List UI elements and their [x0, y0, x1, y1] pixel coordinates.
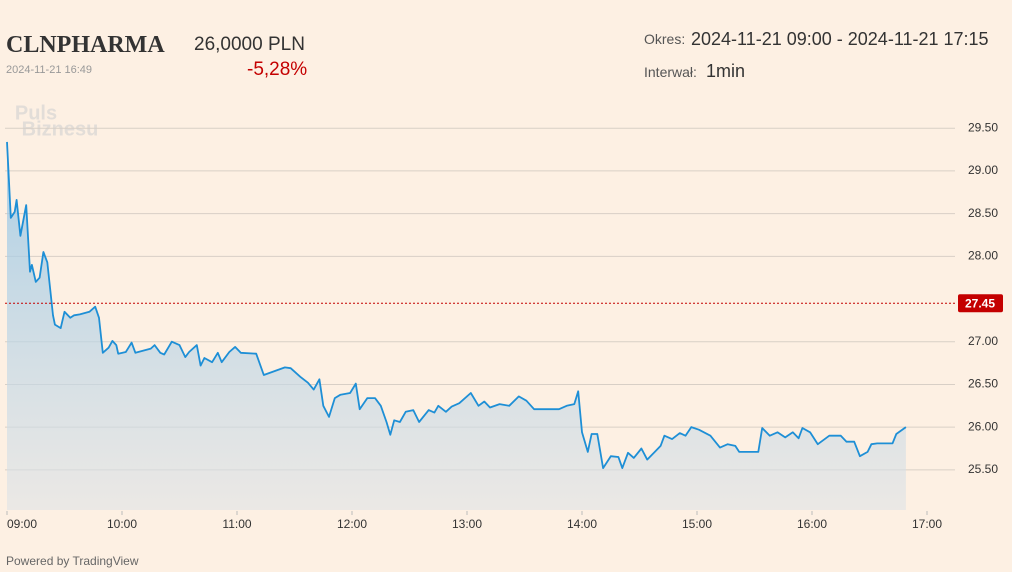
x-tick-label: 16:00 — [797, 517, 827, 531]
ticker: CLNPHARMA — [6, 32, 165, 58]
y-tick-label: 25.50 — [968, 462, 998, 476]
change: -5,28% — [247, 59, 308, 80]
y-tick-label: 26.00 — [968, 419, 998, 433]
x-tick-label: 17:00 — [912, 517, 942, 531]
y-tick-label: 26.50 — [968, 377, 998, 391]
price: 26,0000 PLN — [194, 34, 305, 55]
reference-label-box — [958, 294, 1003, 313]
x-tick-label: 09:00 — [7, 517, 37, 531]
y-tick-label: 29.50 — [968, 120, 998, 134]
price-line — [6, 141, 907, 469]
period-label: Okres: — [644, 31, 686, 47]
footer: Powered by TradingView — [6, 554, 139, 568]
x-tick-label: 10:00 — [107, 517, 137, 531]
x-tick-label: 11:00 — [222, 517, 251, 531]
y-tick-label: 28.50 — [968, 206, 998, 220]
watermark: Puls — [15, 102, 57, 124]
watermark: Biznesu — [22, 118, 99, 140]
reference-label: 27.45 — [965, 296, 995, 310]
timestamp: 2024-11-21 16:49 — [6, 64, 93, 76]
period: 2024-11-21 09:00 - 2024-11-21 17:15 — [691, 29, 989, 49]
interval-label: Interwał: — [644, 64, 697, 80]
y-tick-label: 27.00 — [968, 334, 998, 348]
x-tick-label: 13:00 — [452, 517, 482, 531]
area — [7, 141, 906, 510]
y-tick-label: 28.00 — [968, 248, 998, 262]
y-tick-label: 29.00 — [968, 163, 998, 177]
x-tick-label: 15:00 — [682, 517, 712, 531]
x-tick-label: 14:00 — [567, 517, 597, 531]
x-tick-label: 12:00 — [337, 517, 367, 531]
interval: 1min — [706, 61, 746, 81]
